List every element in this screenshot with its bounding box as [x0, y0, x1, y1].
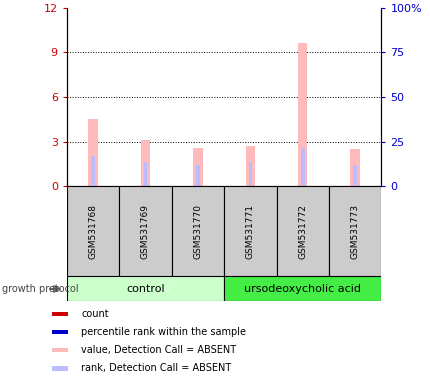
Text: growth protocol: growth protocol	[2, 284, 79, 294]
Bar	[171, 186, 224, 276]
Text: GSM531769: GSM531769	[141, 204, 150, 259]
Bar	[224, 186, 276, 276]
Text: count: count	[81, 309, 109, 319]
Text: GSM531773: GSM531773	[350, 204, 359, 259]
Bar	[328, 186, 381, 276]
Text: GSM531768: GSM531768	[88, 204, 97, 259]
Bar	[119, 186, 171, 276]
Bar	[52, 330, 68, 334]
Bar	[245, 146, 255, 186]
Bar	[52, 366, 68, 371]
Bar	[248, 162, 252, 186]
Text: ursodeoxycholic acid: ursodeoxycholic acid	[244, 284, 360, 294]
Bar	[52, 348, 68, 353]
Text: rank, Detection Call = ABSENT: rank, Detection Call = ABSENT	[81, 363, 231, 373]
Text: GSM531772: GSM531772	[298, 204, 307, 259]
Bar	[52, 311, 68, 316]
Bar	[196, 166, 199, 186]
Text: control: control	[126, 284, 164, 294]
Text: GSM531770: GSM531770	[193, 204, 202, 259]
Bar	[298, 43, 307, 186]
Bar	[88, 119, 98, 186]
Bar	[193, 147, 202, 186]
Bar	[143, 162, 147, 186]
Bar	[353, 166, 356, 186]
Bar	[276, 186, 328, 276]
Bar	[350, 149, 359, 186]
Bar	[67, 186, 119, 276]
Bar	[91, 157, 95, 186]
Text: value, Detection Call = ABSENT: value, Detection Call = ABSENT	[81, 345, 236, 355]
Bar	[300, 147, 304, 186]
Bar	[141, 140, 150, 186]
Bar	[67, 276, 224, 301]
Text: GSM531771: GSM531771	[245, 204, 254, 259]
Text: percentile rank within the sample: percentile rank within the sample	[81, 327, 246, 337]
Bar	[224, 276, 381, 301]
